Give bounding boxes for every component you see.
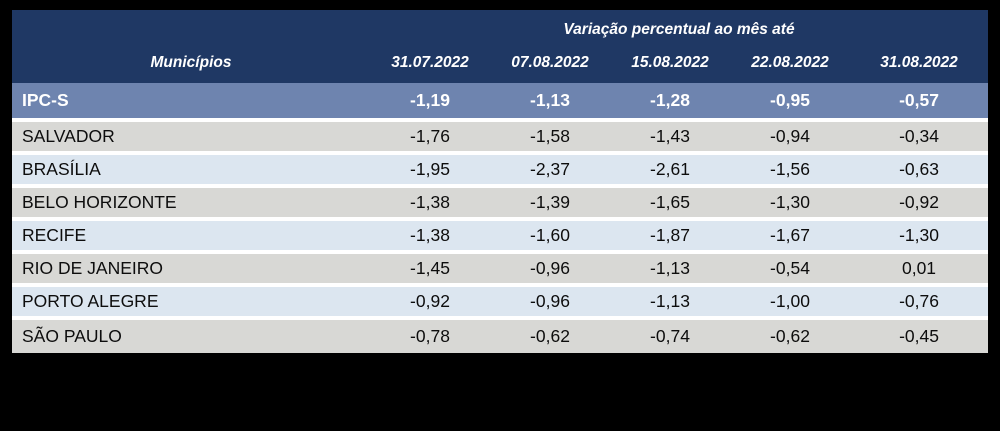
column-header-row: Municípios 31.07.2022 07.08.2022 15.08.2… — [12, 43, 989, 83]
cell-value: -1,13 — [610, 287, 730, 320]
cell-value: -1,38 — [370, 188, 490, 221]
cell-value: -0,45 — [850, 320, 989, 353]
column-header-date-4: 22.08.2022 — [730, 43, 850, 83]
table-row-salvador: SALVADOR -1,76 -1,58 -1,43 -0,94 -0,34 — [12, 122, 989, 155]
row-label-ipcs: IPC-S — [12, 83, 370, 122]
cell-value: -0,78 — [370, 320, 490, 353]
cell-value: -1,38 — [370, 221, 490, 254]
cell-value: -1,30 — [730, 188, 850, 221]
cell-value: -1,67 — [730, 221, 850, 254]
cell-value: -1,58 — [490, 122, 610, 155]
cell-value: -0,92 — [370, 287, 490, 320]
cell-value: -0,96 — [490, 287, 610, 320]
cell-value: -0,57 — [850, 83, 989, 122]
column-header-municipios: Municípios — [12, 43, 370, 83]
cell-value: -1,19 — [370, 83, 490, 122]
cell-value: -0,76 — [850, 287, 989, 320]
cell-value: -1,43 — [610, 122, 730, 155]
row-label-municipality: SÃO PAULO — [12, 320, 370, 353]
table-row-sao-paulo: SÃO PAULO -0,78 -0,62 -0,74 -0,62 -0,45 — [12, 320, 989, 353]
cell-value: -1,56 — [730, 155, 850, 188]
row-label-municipality: RECIFE — [12, 221, 370, 254]
table-row-rio-de-janeiro: RIO DE JANEIRO -1,45 -0,96 -1,13 -0,54 0… — [12, 254, 989, 287]
cell-value: -0,94 — [730, 122, 850, 155]
row-label-municipality: PORTO ALEGRE — [12, 287, 370, 320]
cell-value: -1,30 — [850, 221, 989, 254]
table-row-porto-alegre: PORTO ALEGRE -0,92 -0,96 -1,13 -1,00 -0,… — [12, 287, 989, 320]
cell-value: -1,13 — [490, 83, 610, 122]
cell-value: -1,60 — [490, 221, 610, 254]
table-row-belo-horizonte: BELO HORIZONTE -1,38 -1,39 -1,65 -1,30 -… — [12, 188, 989, 221]
cell-value: -1,39 — [490, 188, 610, 221]
header-empty-cell — [12, 10, 370, 43]
cell-value: -0,62 — [730, 320, 850, 353]
cell-value: -2,37 — [490, 155, 610, 188]
cell-value: -1,65 — [610, 188, 730, 221]
table-row-ipcs: IPC-S -1,19 -1,13 -1,28 -0,95 -0,57 — [12, 83, 989, 122]
cell-value: -1,45 — [370, 254, 490, 287]
column-header-date-3: 15.08.2022 — [610, 43, 730, 83]
table-header: Variação percentual ao mês até Município… — [12, 10, 989, 83]
row-label-municipality: BELO HORIZONTE — [12, 188, 370, 221]
group-title-row: Variação percentual ao mês até — [12, 10, 989, 43]
table-row-recife: RECIFE -1,38 -1,60 -1,87 -1,67 -1,30 — [12, 221, 989, 254]
column-header-date-5: 31.08.2022 — [850, 43, 989, 83]
row-label-municipality: RIO DE JANEIRO — [12, 254, 370, 287]
cell-value: -0,95 — [730, 83, 850, 122]
table-row-brasilia: BRASÍLIA -1,95 -2,37 -2,61 -1,56 -0,63 — [12, 155, 989, 188]
cell-value: -1,95 — [370, 155, 490, 188]
column-header-date-2: 07.08.2022 — [490, 43, 610, 83]
column-header-date-1: 31.07.2022 — [370, 43, 490, 83]
ipc-s-table: Variação percentual ao mês até Município… — [12, 10, 989, 353]
cell-value: -2,61 — [610, 155, 730, 188]
cell-value: -1,00 — [730, 287, 850, 320]
group-title: Variação percentual ao mês até — [370, 10, 989, 43]
cell-value: -0,96 — [490, 254, 610, 287]
cell-value: -1,87 — [610, 221, 730, 254]
cell-value: 0,01 — [850, 254, 989, 287]
cell-value: -1,76 — [370, 122, 490, 155]
cell-value: -0,62 — [490, 320, 610, 353]
table-body: IPC-S -1,19 -1,13 -1,28 -0,95 -0,57 SALV… — [12, 83, 989, 353]
row-label-municipality: BRASÍLIA — [12, 155, 370, 188]
cell-value: -0,54 — [730, 254, 850, 287]
cell-value: -0,63 — [850, 155, 989, 188]
cell-value: -1,13 — [610, 254, 730, 287]
cell-value: -0,92 — [850, 188, 989, 221]
row-label-municipality: SALVADOR — [12, 122, 370, 155]
cell-value: -0,74 — [610, 320, 730, 353]
cell-value: -1,28 — [610, 83, 730, 122]
cell-value: -0,34 — [850, 122, 989, 155]
